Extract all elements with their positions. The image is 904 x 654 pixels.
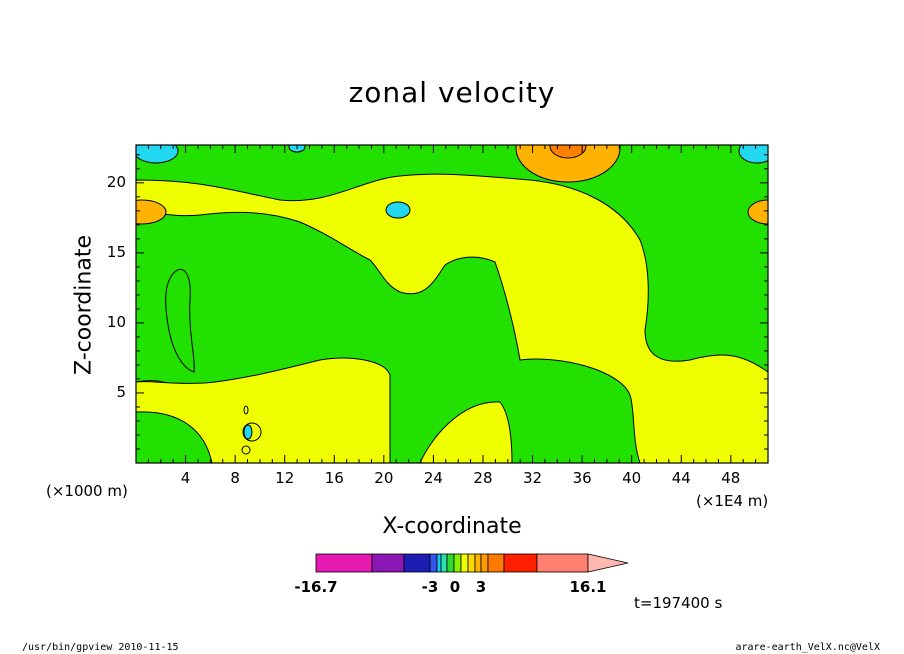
x-tick-label: 16 bbox=[324, 469, 344, 487]
x-tick-label: 4 bbox=[180, 469, 191, 487]
x-tick-label: 24 bbox=[423, 469, 443, 487]
positive-region-mid bbox=[136, 357, 391, 463]
colorbar-bin bbox=[371, 553, 405, 573]
x-tick-label: 8 bbox=[230, 469, 240, 487]
plot-frame bbox=[135, 144, 769, 464]
colorbar-bin bbox=[453, 553, 462, 573]
y-tick-label: 15 bbox=[106, 242, 126, 261]
colorbar-bin bbox=[536, 553, 589, 573]
colorbar-tick-label: 16.1 bbox=[569, 578, 607, 596]
colorbar-tick-label: 3 bbox=[475, 578, 487, 596]
colorbar-bin bbox=[480, 553, 489, 573]
colorbar-bin bbox=[487, 553, 505, 573]
colorbar-bin bbox=[403, 553, 431, 573]
file-info: arare-earth_VelX.nc@VelX bbox=[735, 642, 881, 653]
x-axis-label: X-coordinate bbox=[382, 514, 522, 539]
x-tick-label: 32 bbox=[523, 469, 543, 487]
program-info: /usr/bin/gpview 2010-11-15 bbox=[22, 642, 179, 653]
positive-blob-right-edge bbox=[747, 199, 768, 225]
positive-region bbox=[136, 173, 768, 463]
colorbar-bin bbox=[315, 553, 373, 573]
x-tick-label: 48 bbox=[721, 469, 741, 487]
positive-blob-top bbox=[515, 145, 621, 183]
colorbar-bin bbox=[467, 553, 476, 573]
small-feature-3 bbox=[243, 405, 249, 415]
colorbar-tick-label: -3 bbox=[421, 578, 439, 596]
x-tick-label: 12 bbox=[275, 469, 295, 487]
colorbar-bin bbox=[429, 553, 438, 573]
x-tick-label: 36 bbox=[572, 469, 592, 487]
x-tick-label: 40 bbox=[622, 469, 642, 487]
colorbar-extend-arrow bbox=[587, 553, 629, 573]
positive-blob-top-core bbox=[549, 145, 587, 159]
negative-island-left bbox=[165, 268, 195, 373]
negative-blob-top-left bbox=[136, 145, 179, 164]
colorbar-bin bbox=[436, 553, 442, 573]
negative-blob-center bbox=[385, 201, 411, 219]
x-unit-right: (×1E4 m) bbox=[696, 492, 769, 510]
colorbar-tick-label: 0 bbox=[449, 578, 461, 596]
x-unit-left: (×1000 m) bbox=[46, 482, 128, 500]
y-tick-label: 5 bbox=[116, 382, 126, 401]
colorbar-bin bbox=[446, 553, 455, 573]
colorbar bbox=[315, 553, 629, 573]
small-feature-4 bbox=[241, 445, 251, 455]
x-tick-label: 20 bbox=[374, 469, 394, 487]
colorbar-bin bbox=[460, 553, 469, 573]
x-tick-label: 28 bbox=[473, 469, 493, 487]
small-feature-2 bbox=[243, 424, 253, 440]
positive-blob-left-edge bbox=[136, 199, 167, 225]
colorbar-bin bbox=[503, 553, 538, 573]
colorbar-tick-label: -16.7 bbox=[294, 578, 338, 596]
axis-ticks bbox=[136, 145, 768, 463]
colorbar-bin bbox=[474, 553, 482, 573]
colorbar-bin bbox=[440, 553, 448, 573]
time-label: t=197400 s bbox=[634, 594, 723, 612]
y-tick-label: 20 bbox=[106, 172, 126, 191]
y-tick-label: 10 bbox=[106, 312, 126, 331]
chart-title: zonal velocity bbox=[348, 76, 556, 109]
negative-blob-top-right bbox=[738, 145, 768, 164]
x-tick-label: 44 bbox=[671, 469, 691, 487]
